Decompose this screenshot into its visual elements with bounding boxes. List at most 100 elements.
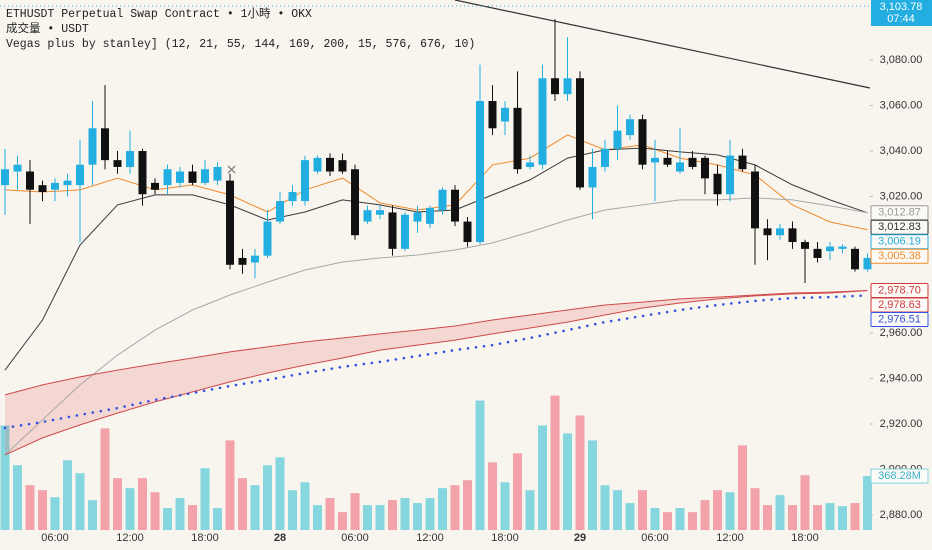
candle-body <box>776 228 784 236</box>
volume-bar <box>288 490 297 530</box>
candle-body <box>363 210 372 222</box>
candle-body <box>88 128 97 165</box>
volume-bar <box>525 490 535 530</box>
candle-body <box>288 191 297 202</box>
volume-bar <box>500 482 510 530</box>
volume-bar <box>863 476 872 530</box>
volume-bar <box>700 500 710 530</box>
volume-bar <box>200 468 210 530</box>
volume-bar <box>250 485 260 530</box>
candle-body <box>451 189 459 222</box>
candle-body <box>801 242 809 249</box>
candle-body <box>713 173 722 195</box>
candle-body <box>263 221 272 256</box>
candle-body <box>226 180 234 265</box>
volume-bar <box>75 473 85 530</box>
candle-body <box>738 155 747 170</box>
x-tick-label: 18:00 <box>191 532 219 544</box>
candle-body <box>76 164 84 186</box>
volume-bar <box>513 453 522 530</box>
volume-bar <box>275 457 285 530</box>
candle-body <box>526 162 534 167</box>
volume-bar <box>738 445 747 530</box>
volume-bar <box>63 460 72 530</box>
volume-bar <box>125 488 135 530</box>
price-label: 2,978.63 <box>878 299 921 311</box>
candle-body <box>538 78 547 165</box>
candle-body <box>701 157 709 179</box>
volume-bar <box>400 498 410 530</box>
candle-body <box>276 201 284 222</box>
volume-bar <box>663 512 672 530</box>
candle-body <box>376 210 384 215</box>
volume-bar <box>600 485 610 530</box>
volume-bar <box>838 506 847 530</box>
volume-bar <box>25 485 35 530</box>
volume-bar <box>850 503 860 530</box>
candle-body <box>513 107 522 170</box>
candle-body <box>413 212 422 222</box>
candle-body <box>551 78 559 95</box>
candle-body <box>426 207 434 224</box>
volume-bar <box>763 505 772 530</box>
volume-bar <box>563 433 572 530</box>
volume-bar <box>438 488 447 530</box>
volume-bar <box>613 490 622 530</box>
candle-body <box>101 128 109 161</box>
overlay-line <box>4 134 868 231</box>
volume-bar <box>375 505 385 530</box>
volume-bar <box>163 508 172 530</box>
x-tick-label: 28 <box>274 532 286 544</box>
candle-body <box>476 100 484 243</box>
price-label: 3,005.38 <box>878 250 921 262</box>
volume-bar <box>800 475 810 530</box>
volume-label: 368.28M <box>878 470 921 482</box>
overlay-line <box>3 294 869 430</box>
volume-title: 成交量 • USDT <box>6 21 89 36</box>
volume-bar <box>488 462 497 530</box>
candle-body <box>751 171 759 229</box>
volume-bar <box>325 498 335 530</box>
candle-body <box>788 228 797 243</box>
candle-body <box>13 164 22 172</box>
candle-body <box>763 228 772 236</box>
volume-bar <box>38 490 47 530</box>
y-tick-label: 3,080.00 <box>880 54 923 66</box>
volume-bar <box>463 480 472 530</box>
volume-layer <box>0 395 872 530</box>
candle-body <box>663 157 672 165</box>
chart-title: ETHUSDT Perpetual Swap Contract • 1小時 • … <box>6 7 312 21</box>
volume-bar <box>363 505 372 530</box>
volume-bar <box>688 512 697 530</box>
volume-bar <box>475 400 485 530</box>
x-tick-label: 12:00 <box>416 532 444 544</box>
volume-bar <box>588 440 597 530</box>
volume-bar <box>313 505 322 530</box>
x-tick-label: 12:00 <box>716 532 744 544</box>
volume-bar <box>88 500 97 530</box>
overlay-line <box>4 147 868 371</box>
y-tick-label: 2,940.00 <box>880 372 923 384</box>
y-tick-label: 2,880.00 <box>880 509 923 521</box>
x-tick-label: 06:00 <box>341 532 369 544</box>
x-tick-label: 18:00 <box>491 532 519 544</box>
candle-body <box>238 257 247 265</box>
volume-bar <box>675 508 685 530</box>
candle-body <box>176 171 184 183</box>
last-price-label: 3,103.78 <box>880 1 923 13</box>
candle-body <box>401 214 409 249</box>
x-tick-label: 18:00 <box>791 532 819 544</box>
volume-bar <box>388 500 397 530</box>
candle-body <box>688 157 697 167</box>
volume-bar <box>150 492 160 530</box>
volume-bar <box>750 488 760 530</box>
x-tick-label: 06:00 <box>641 532 669 544</box>
volume-bar <box>813 505 822 530</box>
candle-body <box>213 166 222 181</box>
volume-bar <box>300 482 310 530</box>
candle-body <box>38 185 47 192</box>
candle-body <box>63 180 72 186</box>
